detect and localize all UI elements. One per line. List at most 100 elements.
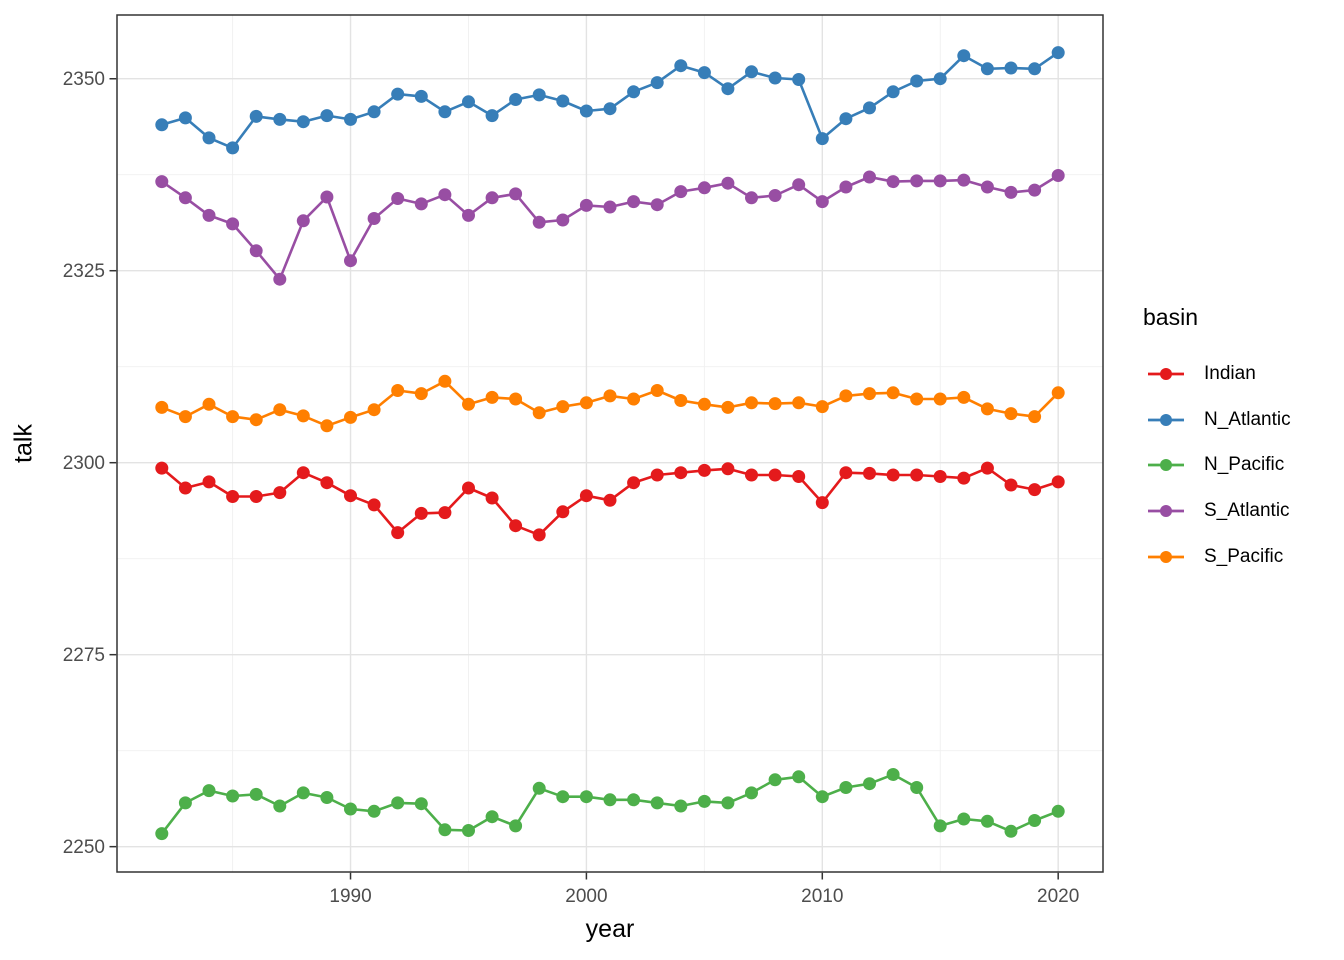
legend-item-indian: Indian xyxy=(1147,351,1291,397)
data-point-N_Pacific-1988 xyxy=(296,786,310,800)
data-point-Indian-1999 xyxy=(556,505,570,519)
data-point-Indian-1985 xyxy=(226,490,240,503)
data-point-N_Atlantic-2005 xyxy=(697,66,711,80)
data-point-N_Atlantic-2009 xyxy=(792,73,806,86)
data-point-S_Pacific-1988 xyxy=(296,409,310,423)
data-point-Indian-1984 xyxy=(202,475,216,489)
data-point-S_Pacific-2018 xyxy=(1004,407,1018,421)
data-point-Indian-2017 xyxy=(980,461,994,475)
legend-item-label: Indian xyxy=(1204,362,1256,384)
data-point-S_Pacific-2020 xyxy=(1051,386,1065,400)
data-point-N_Atlantic-2010 xyxy=(815,132,829,146)
data-point-N_Pacific-1991 xyxy=(367,804,381,818)
panel-border xyxy=(116,14,1104,873)
data-point-Indian-2020 xyxy=(1051,475,1065,489)
data-point-S_Atlantic-2014 xyxy=(910,174,924,188)
legend-title: basin xyxy=(1143,304,1198,330)
data-point-N_Atlantic-2013 xyxy=(886,85,900,99)
y-axis-tick-label: 2300 xyxy=(63,453,105,474)
data-point-S_Atlantic-1988 xyxy=(296,214,310,228)
plot-panel xyxy=(117,15,1103,872)
data-point-S_Pacific-2005 xyxy=(697,397,711,411)
data-point-N_Atlantic-1988 xyxy=(296,115,310,129)
data-point-N_Pacific-1982 xyxy=(155,827,169,841)
data-point-N_Pacific-1995 xyxy=(462,824,475,837)
data-point-Indian-2011 xyxy=(839,466,853,480)
data-point-N_Atlantic-2012 xyxy=(863,101,876,115)
data-point-S_Atlantic-1995 xyxy=(462,208,475,222)
data-point-S_Atlantic-1993 xyxy=(414,197,428,211)
data-point-N_Atlantic-1990 xyxy=(344,112,357,126)
data-point-N_Atlantic-2020 xyxy=(1051,46,1065,60)
legend-item-label: N_Atlantic xyxy=(1204,408,1291,430)
data-point-N_Pacific-1998 xyxy=(532,781,546,795)
data-point-N_Pacific-2010 xyxy=(815,790,829,804)
data-point-N_Pacific-2012 xyxy=(863,777,876,791)
data-point-S_Pacific-2016 xyxy=(957,390,971,404)
data-point-S_Atlantic-1997 xyxy=(509,187,523,201)
data-point-S_Pacific-2011 xyxy=(839,389,853,403)
data-point-Indian-1992 xyxy=(391,526,405,540)
data-point-Indian-2019 xyxy=(1028,483,1042,497)
data-point-N_Pacific-2005 xyxy=(697,794,711,808)
data-point-N_Pacific-1993 xyxy=(414,797,428,811)
data-point-S_Atlantic-2018 xyxy=(1004,185,1018,199)
data-point-S_Pacific-1984 xyxy=(202,397,216,411)
data-point-S_Atlantic-2015 xyxy=(933,174,947,188)
data-point-Indian-1995 xyxy=(462,481,475,495)
data-point-S_Atlantic-2011 xyxy=(839,180,853,194)
legend-key-icon xyxy=(1148,505,1184,518)
data-point-N_Pacific-1992 xyxy=(391,796,405,810)
data-point-S_Atlantic-2020 xyxy=(1051,169,1065,182)
data-point-N_Pacific-1994 xyxy=(438,823,452,837)
data-point-N_Atlantic-2016 xyxy=(957,49,971,63)
data-point-S_Pacific-2003 xyxy=(650,384,664,397)
data-point-N_Pacific-1990 xyxy=(344,802,357,816)
data-point-S_Pacific-1994 xyxy=(438,374,452,388)
data-point-N_Pacific-1984 xyxy=(202,784,216,798)
data-point-Indian-2001 xyxy=(603,493,617,507)
data-point-S_Atlantic-2006 xyxy=(721,176,735,190)
data-point-S_Atlantic-1990 xyxy=(344,254,357,268)
data-point-N_Atlantic-1983 xyxy=(178,111,192,125)
data-point-N_Atlantic-2018 xyxy=(1004,61,1018,75)
data-point-S_Atlantic-1996 xyxy=(485,191,499,205)
data-point-N_Atlantic-2015 xyxy=(933,72,947,86)
data-point-S_Pacific-2002 xyxy=(627,392,641,406)
y-axis-tick-label: 2325 xyxy=(63,261,105,282)
data-point-S_Pacific-1987 xyxy=(273,403,287,417)
data-point-N_Atlantic-1982 xyxy=(155,118,169,132)
data-point-N_Pacific-1989 xyxy=(320,791,334,804)
data-point-S_Atlantic-2008 xyxy=(768,189,782,202)
data-point-Indian-1989 xyxy=(320,476,334,490)
data-point-N_Atlantic-2003 xyxy=(650,76,664,90)
x-axis-tick-label: 2020 xyxy=(1037,886,1079,907)
x-axis-tick-label: 1990 xyxy=(329,886,371,907)
data-point-Indian-2014 xyxy=(910,468,924,482)
data-point-N_Atlantic-1992 xyxy=(391,87,405,101)
legend-key-point xyxy=(1160,550,1172,563)
y-axis-tick-label: 2350 xyxy=(63,69,105,90)
data-point-S_Atlantic-1987 xyxy=(273,272,287,286)
x-axis-tick-label: 2000 xyxy=(565,886,607,907)
legend-item-label: S_Pacific xyxy=(1204,545,1284,567)
legend-key-point xyxy=(1160,367,1172,380)
data-point-N_Atlantic-1994 xyxy=(438,105,452,119)
data-point-N_Atlantic-1986 xyxy=(249,109,263,123)
data-point-S_Atlantic-1992 xyxy=(391,192,405,205)
data-point-Indian-2006 xyxy=(721,462,735,476)
data-point-S_Pacific-1995 xyxy=(462,397,475,411)
data-point-N_Atlantic-2011 xyxy=(839,112,853,126)
data-point-Indian-1986 xyxy=(249,490,263,503)
data-point-N_Pacific-2011 xyxy=(839,781,853,794)
data-point-S_Pacific-1991 xyxy=(367,403,381,417)
data-point-Indian-1982 xyxy=(155,461,169,475)
data-point-S_Pacific-1999 xyxy=(556,400,570,414)
data-point-S_Pacific-2013 xyxy=(886,386,900,400)
data-point-N_Pacific-2007 xyxy=(745,786,758,800)
data-point-N_Pacific-2018 xyxy=(1004,824,1018,838)
legend-rows: Indian N_Atlantic N_Pacific S_Atlantic S… xyxy=(1147,351,1291,580)
data-point-S_Atlantic-1986 xyxy=(249,244,263,258)
data-point-N_Pacific-2015 xyxy=(933,819,947,833)
legend-item-label: S_Atlantic xyxy=(1204,500,1290,522)
